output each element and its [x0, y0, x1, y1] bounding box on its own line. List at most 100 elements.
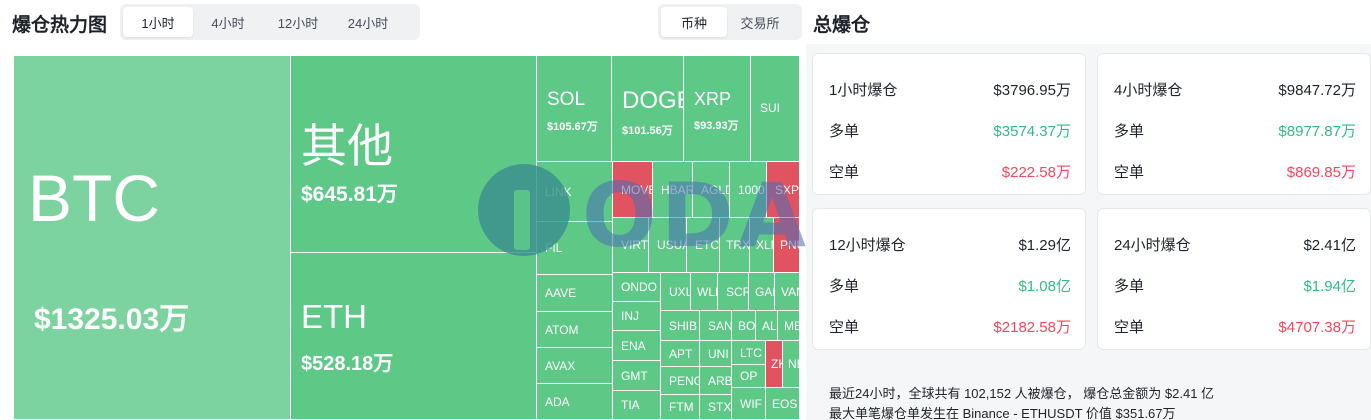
tile-etc[interactable]: ETC: [687, 218, 720, 273]
tile-link-name: LINK: [545, 184, 572, 199]
tile-ltc[interactable]: LTC: [732, 341, 766, 365]
tile-btc-value: $1325.03万: [34, 303, 190, 336]
tile-pnut[interactable]: PNUT: [774, 218, 800, 273]
tile-usual-name: USUAL: [657, 238, 686, 252]
card-1h-total: $3796.95万: [993, 81, 1071, 99]
tile-move[interactable]: MOVE: [613, 162, 653, 218]
group-by-selector: 币种 交易所: [658, 4, 802, 40]
tile-doge-name: DOGE: [622, 87, 683, 114]
tile-gala[interactable]: GALA: [749, 273, 775, 311]
card-12h: 12小时爆仓 $1.29亿 多单 $1.08亿 空单 $2182.58万: [812, 208, 1086, 350]
tile-avax[interactable]: AVAX: [537, 348, 613, 384]
tile-bome[interactable]: BOME: [732, 311, 756, 341]
tile-pnut-name: PNUT: [780, 238, 799, 252]
tile-apt[interactable]: APT: [661, 341, 700, 367]
tile-xlm[interactable]: XLM: [750, 218, 774, 273]
tile-trx[interactable]: TRX: [720, 218, 750, 273]
tile-arb[interactable]: ARB: [700, 367, 732, 395]
tile-ada[interactable]: ADA: [537, 384, 613, 420]
tile-scr-name: SCR: [726, 284, 749, 299]
tile-atom[interactable]: ATOM: [537, 312, 613, 348]
liquidation-treemap: BTC $1325.03万 其他 $645.81万 ETH $528.18万 S…: [14, 56, 800, 420]
tile-ondo[interactable]: ONDO: [613, 273, 661, 302]
tile-link[interactable]: LINK: [537, 162, 613, 222]
tile-sol[interactable]: SOL $105.67万: [537, 56, 612, 162]
card-1h-long-label: 多单: [829, 122, 860, 140]
tile-uxlink-name: UXLINK: [669, 284, 691, 299]
tile-zk[interactable]: ZK: [766, 341, 783, 388]
tile-tia[interactable]: TIA: [613, 391, 661, 420]
tile-etc-name: ETC: [695, 238, 719, 252]
tile-virt-name: VIRT: [621, 238, 649, 252]
tile-vana[interactable]: VANA: [775, 273, 800, 311]
card-4h-total: $9847.72万: [1278, 81, 1356, 99]
tile-1000[interactable]: 1000: [730, 162, 767, 218]
time-option-24h[interactable]: 24小时: [347, 15, 389, 31]
card-24h-long: $1.94亿: [1303, 277, 1356, 295]
tile-btc[interactable]: BTC $1325.03万: [14, 56, 291, 420]
tile-scr[interactable]: SCR: [718, 273, 749, 311]
tile-me-name: ME: [784, 318, 799, 333]
time-option-12h[interactable]: 12小时: [277, 15, 319, 31]
tile-hbar[interactable]: HBAR: [653, 162, 693, 218]
group-option-coin[interactable]: 币种: [661, 7, 727, 37]
tile-wld[interactable]: WLD: [691, 273, 718, 311]
tile-virt[interactable]: VIRT: [613, 218, 649, 273]
card-12h-long-label: 多单: [829, 277, 860, 295]
tile-stx[interactable]: STX: [700, 395, 732, 420]
tile-op[interactable]: OP: [732, 365, 766, 388]
time-option-1h[interactable]: 1小时: [123, 7, 193, 37]
tile-xrp[interactable]: XRP $93.93万: [684, 56, 751, 162]
tile-algo[interactable]: ALGO: [756, 311, 778, 341]
tile-sxp[interactable]: SXP: [767, 162, 800, 218]
card-1h-short: $222.58万: [1001, 163, 1071, 181]
tile-tia-name: TIA: [621, 398, 640, 412]
card-24h-short-label: 空单: [1114, 318, 1145, 336]
tile-ftm[interactable]: FTM: [661, 395, 700, 420]
group-option-exchange[interactable]: 交易所: [740, 15, 780, 31]
tile-ondo-name: ONDO: [621, 280, 657, 294]
card-4h-long-label: 多单: [1114, 122, 1145, 140]
tile-other[interactable]: 其他 $645.81万: [291, 56, 537, 253]
tile-doge[interactable]: DOGE $101.56万: [612, 56, 684, 162]
tile-aave[interactable]: AAVE: [537, 275, 613, 312]
tile-hbar-name: HBAR: [661, 182, 693, 197]
tile-bome-name: BOME: [738, 318, 756, 333]
tile-sui-name: SUI: [760, 101, 781, 115]
tile-sand[interactable]: SAND: [700, 311, 732, 341]
tile-shib-name: SHIB: [669, 318, 698, 333]
tile-me[interactable]: ME: [778, 311, 800, 341]
footer-largest-liquidation: 最大单笔爆仓单发生在 Binance - ETHUSDT 价值 $351.67万: [829, 406, 1176, 420]
tile-arb-name: ARB: [708, 373, 732, 388]
time-option-4h[interactable]: 4小时: [211, 15, 245, 31]
tile-gmt[interactable]: GMT: [613, 361, 661, 391]
tile-fil[interactable]: FIL: [537, 222, 613, 275]
tile-agld[interactable]: AGLD: [693, 162, 730, 218]
tile-aave-name: AAVE: [545, 286, 577, 300]
tile-eos[interactable]: EOS: [766, 388, 800, 420]
tile-wif[interactable]: WIF: [732, 388, 766, 420]
card-12h-short: $2182.58万: [993, 318, 1071, 336]
tile-atom-name: ATOM: [545, 322, 579, 337]
tile-uxlink[interactable]: UXLINK: [661, 273, 691, 311]
tile-inj[interactable]: INJ: [613, 302, 661, 331]
tile-shib[interactable]: SHIB: [661, 311, 700, 341]
tile-eth[interactable]: ETH $528.18万: [291, 253, 537, 420]
tile-sui[interactable]: SUI: [751, 56, 800, 162]
summary-panel: 1小时爆仓 $3796.95万 多单 $3574.37万 空单 $222.58万 4小…: [806, 44, 1371, 420]
time-range-selector: 1小时 4小时 12小时 24小时: [120, 4, 420, 40]
tile-near[interactable]: NEAR: [783, 341, 800, 388]
tile-xlm-name: XLM: [756, 238, 773, 252]
tile-gala-name: GALA: [755, 284, 774, 299]
tile-usual[interactable]: USUAL: [649, 218, 687, 273]
tile-stx-name: STX: [708, 400, 732, 414]
tile-ena-name: ENA: [621, 338, 646, 353]
tile-uni[interactable]: UNI: [700, 341, 732, 367]
tile-1000-name: 1000: [738, 182, 765, 197]
card-24h: 24小时爆仓 $2.41亿 多单 $1.94亿 空单 $4707.38万: [1097, 208, 1371, 350]
tile-op-name: OP: [740, 369, 758, 383]
tile-sol-name: SOL: [547, 89, 586, 110]
tile-sol-value: $105.67万: [547, 121, 598, 133]
tile-ena[interactable]: ENA: [613, 331, 661, 361]
tile-pengu[interactable]: PENGU: [661, 367, 700, 395]
